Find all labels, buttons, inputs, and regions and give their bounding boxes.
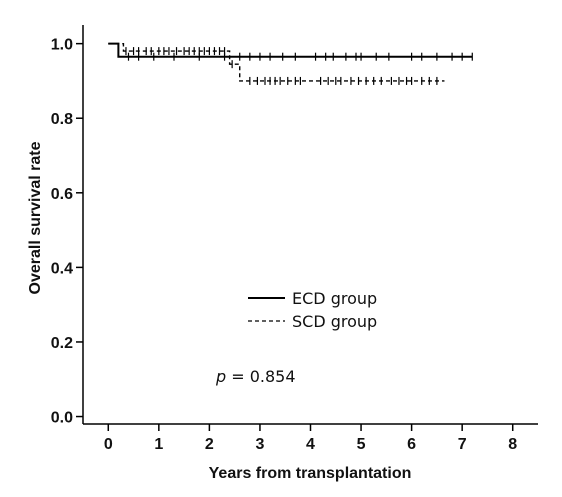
x-tick-label-8: 8: [508, 436, 517, 453]
y-tick-label-1: 0.2: [51, 335, 73, 352]
y-tick-label-2: 0.4: [51, 260, 73, 277]
p-value-symbol: p: [215, 367, 226, 386]
axes: [82, 25, 538, 425]
y-tick-label-4: 0.8: [51, 111, 73, 128]
legend: ECD group SCD group: [248, 289, 377, 331]
series-line-scd: [108, 42, 445, 82]
legend-label-ecd: ECD group: [292, 289, 377, 308]
series-line-ecd: [108, 42, 473, 58]
y-tick-label-0: 0.0: [51, 410, 73, 427]
x-tick-label-2: 2: [205, 436, 214, 453]
x-tick-label-1: 1: [154, 436, 163, 453]
x-tick-label-0: 0: [104, 436, 113, 453]
p-value-text: = 0.854: [226, 367, 295, 386]
y-axis-title: Overall survival rate: [27, 141, 44, 294]
p-value-annotation: p = 0.854: [215, 367, 296, 386]
y-tick-label-5: 1.0: [51, 37, 73, 54]
x-tick-label-5: 5: [357, 436, 366, 453]
y-tick-label-3: 0.6: [51, 186, 73, 203]
x-tick-label-3: 3: [255, 436, 264, 453]
x-tick-label-4: 4: [306, 436, 315, 453]
x-tick-label-7: 7: [458, 436, 467, 453]
plot-area: [108, 42, 473, 85]
ticks: 0 1 2 3 4 5 6 7 8 0.0 0.2 0.4 0.6 0.8 1.0: [51, 37, 518, 453]
x-axis-title: Years from transplantation: [209, 465, 412, 482]
legend-label-scd: SCD group: [292, 312, 377, 331]
x-tick-label-6: 6: [407, 436, 416, 453]
